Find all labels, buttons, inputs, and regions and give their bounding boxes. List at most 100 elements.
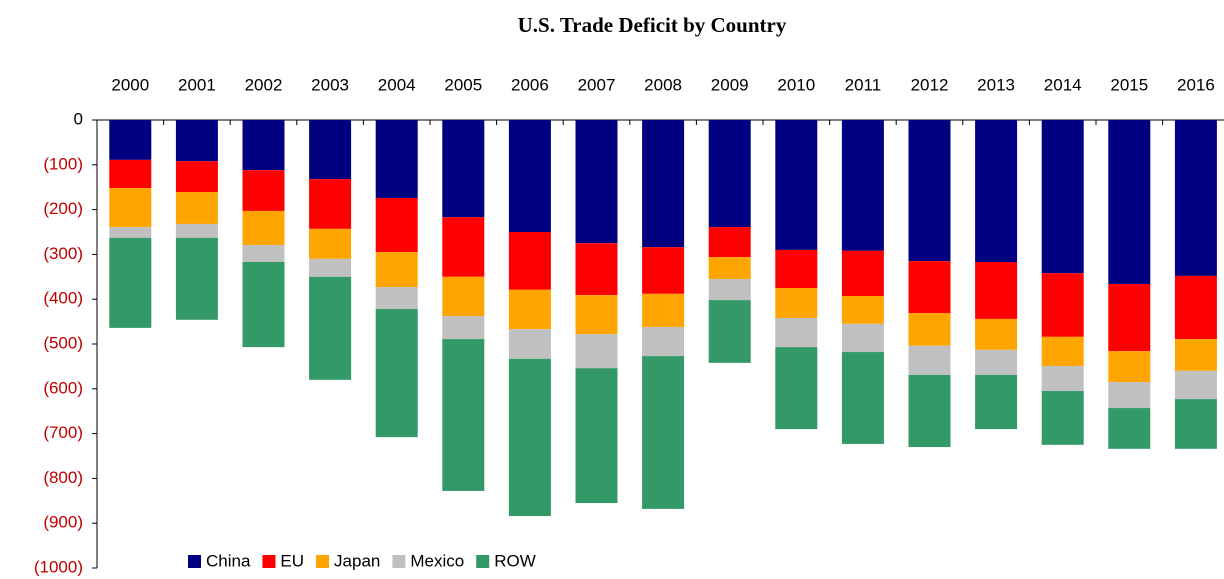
legend-label: ROW: [494, 551, 536, 570]
bar-segment: [908, 313, 951, 346]
bar-segment: [642, 120, 685, 248]
y-tick-label: (700): [43, 423, 83, 442]
x-tick-label: 2011: [845, 75, 882, 94]
bar-segment: [508, 289, 551, 330]
bar-segment: [1108, 283, 1151, 352]
bar-segment: [975, 349, 1018, 375]
bar-segment: [642, 356, 685, 509]
legend-label: China: [206, 551, 251, 570]
x-tick-label: 2001: [178, 75, 216, 94]
bar-segment: [575, 243, 618, 296]
y-tick-label: (100): [43, 154, 83, 173]
bar-segment: [908, 261, 951, 314]
bar-segment: [442, 276, 485, 317]
bar-segment: [1041, 391, 1084, 445]
x-tick-label: 2002: [245, 75, 283, 94]
x-tick-label: 2000: [111, 75, 149, 94]
bar-segment: [109, 227, 152, 238]
bar-segment: [1041, 273, 1084, 337]
bar-segment: [708, 279, 751, 301]
bar-segment: [375, 287, 418, 310]
bar-segment: [442, 339, 485, 491]
bar-segment: [309, 258, 352, 277]
bar-segment: [508, 358, 551, 517]
bar-segment: [975, 318, 1018, 350]
bar-segment: [1174, 120, 1217, 276]
bar-segment: [908, 345, 951, 375]
legend-label: Japan: [334, 551, 380, 570]
x-tick-label: 2010: [777, 75, 815, 94]
chart-title: U.S. Trade Deficit by Country: [518, 13, 787, 37]
legend-swatch: [476, 555, 490, 568]
bar-segment: [708, 300, 751, 363]
legend-swatch: [316, 555, 330, 568]
bar-segment: [309, 276, 352, 380]
bar-segment: [1174, 399, 1217, 449]
bar-segment: [775, 249, 818, 288]
legend-swatch: [262, 555, 276, 568]
bar-segment: [375, 252, 418, 288]
bar-segment: [975, 374, 1018, 430]
y-tick-label: 0: [74, 109, 83, 128]
bar-segment: [575, 334, 618, 369]
bar-segment: [1174, 370, 1217, 400]
bar-segment: [708, 227, 751, 258]
bar-segment: [575, 368, 618, 504]
bar-segment: [1174, 339, 1217, 371]
y-tick-label: (200): [43, 199, 83, 218]
bar-segment: [841, 250, 884, 297]
bar-segment: [575, 295, 618, 335]
bar-segment: [1041, 120, 1084, 274]
bar-segment: [1108, 351, 1151, 383]
bar-segment: [975, 262, 1018, 319]
legend-label: Mexico: [410, 551, 464, 570]
bar-segment: [975, 120, 1018, 263]
x-tick-label: 2006: [511, 75, 549, 94]
bar-segment: [309, 179, 352, 229]
y-tick-label: (600): [43, 378, 83, 397]
bar-segment: [708, 257, 751, 280]
bar-segment: [109, 237, 152, 328]
bar-segment: [175, 223, 218, 238]
bar-segment: [242, 210, 285, 245]
bar-segment: [841, 323, 884, 353]
bar-segment: [908, 120, 951, 262]
bar-segment: [442, 316, 485, 340]
bar-segment: [175, 237, 218, 320]
bar-segment: [642, 293, 685, 327]
y-tick-label: (900): [43, 513, 83, 532]
y-tick-label: (400): [43, 289, 83, 308]
bar-segment: [442, 217, 485, 277]
bar-segment: [841, 296, 884, 324]
y-tick-label: (300): [43, 244, 83, 263]
bar-segment: [1041, 365, 1084, 392]
bar-segment: [175, 161, 218, 193]
bar-segment: [708, 120, 751, 228]
x-tick-label: 2005: [444, 75, 482, 94]
x-tick-label: 2008: [644, 75, 682, 94]
x-tick-label: 2012: [911, 75, 949, 94]
bar-segment: [375, 197, 418, 253]
bar-segment: [309, 120, 352, 180]
bar-segment: [1041, 336, 1084, 366]
x-tick-label: 2009: [711, 75, 749, 94]
bar-segment: [775, 347, 818, 430]
bar-segment: [841, 352, 884, 444]
bar-segment: [575, 120, 618, 244]
bar-segment: [775, 318, 818, 348]
bar-segment: [375, 309, 418, 438]
bar-segment: [508, 329, 551, 359]
bar-segment: [242, 262, 285, 348]
bar-segment: [309, 228, 352, 259]
bar-segment: [109, 159, 152, 189]
x-tick-label: 2007: [578, 75, 616, 94]
legend-label: EU: [280, 551, 304, 570]
x-tick-label: 2013: [977, 75, 1015, 94]
bar-segment: [1108, 408, 1151, 449]
bar-segment: [642, 247, 685, 294]
bar-segment: [508, 232, 551, 290]
bar-segment: [508, 120, 551, 232]
bar-segment: [242, 120, 285, 171]
bar-segment: [375, 120, 418, 198]
